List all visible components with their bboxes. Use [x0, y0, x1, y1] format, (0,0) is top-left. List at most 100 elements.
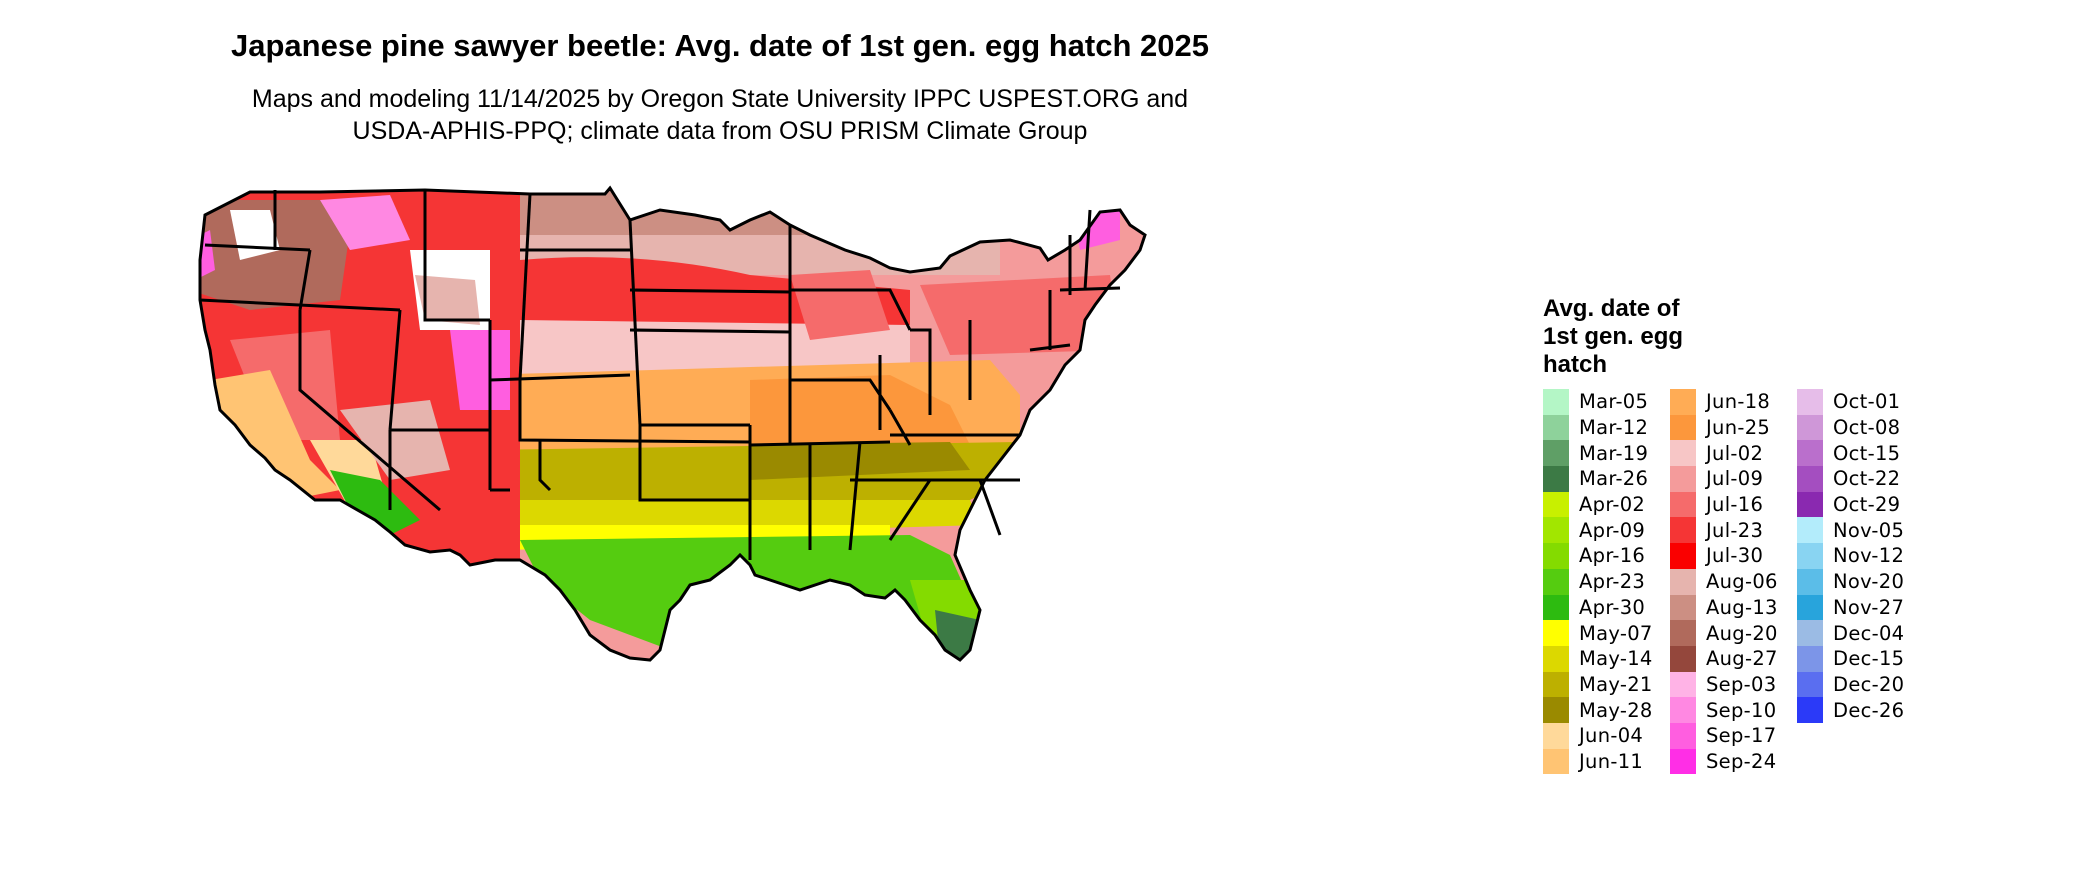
legend-swatch	[1797, 466, 1823, 492]
legend-item: May-07	[1543, 620, 1653, 646]
state-borders	[198, 185, 1147, 662]
legend-column: Jun-18 Jun-25 Jul-02 Jul-09 Jul-16 Jul-23 Jul-…	[1670, 389, 1778, 775]
legend-label: Jul-02	[1706, 441, 1764, 465]
legend-label: Sep-17	[1706, 724, 1777, 748]
legend-item: Sep-24	[1670, 748, 1778, 775]
legend-label: May-21	[1579, 672, 1653, 696]
legend-label: Jul-09	[1706, 467, 1764, 491]
legend-label: Aug-20	[1706, 621, 1778, 645]
legend-label: May-14	[1579, 647, 1653, 671]
legend-swatch	[1797, 671, 1823, 698]
legend-swatch	[1797, 543, 1823, 569]
legend-item: Mar-19	[1543, 440, 1653, 467]
legend-label: May-07	[1579, 621, 1653, 645]
legend-label: Mar-19	[1579, 441, 1649, 465]
legend-swatch	[1670, 748, 1696, 775]
legend-label: Dec-20	[1833, 672, 1905, 696]
legend-item: Mar-05	[1543, 389, 1653, 415]
legend-item: Apr-30	[1543, 594, 1653, 621]
legend-item: Oct-15	[1797, 440, 1904, 467]
legend-label: Oct-01	[1833, 390, 1901, 414]
legend-label: Apr-30	[1579, 595, 1646, 619]
legend-item: Mar-26	[1543, 466, 1653, 492]
legend-item: Sep-10	[1670, 697, 1778, 723]
legend-label: Sep-24	[1706, 749, 1777, 773]
legend-swatch	[1797, 440, 1823, 467]
legend-swatch	[1797, 645, 1823, 672]
legend-item: Jul-09	[1670, 466, 1778, 492]
legend-item: Oct-01	[1797, 389, 1904, 415]
legend-item: Dec-04	[1797, 620, 1904, 646]
legend-label: Dec-04	[1833, 621, 1905, 645]
legend-label: Jun-18	[1706, 390, 1771, 414]
legend-item: Nov-20	[1797, 568, 1904, 595]
legend-item: Oct-22	[1797, 466, 1904, 492]
legend-label: Aug-27	[1706, 647, 1778, 671]
legend-item: May-14	[1543, 645, 1653, 672]
legend-item: Jul-02	[1670, 440, 1778, 467]
legend-swatch	[1543, 748, 1569, 775]
legend-swatch	[1670, 722, 1696, 749]
legend-item: Nov-05	[1797, 517, 1905, 544]
legend-item: Oct-08	[1797, 414, 1904, 441]
legend-swatch	[1797, 414, 1823, 441]
legend-swatch	[1670, 620, 1696, 646]
legend-label: Nov-05	[1833, 518, 1905, 542]
legend-swatch	[1543, 645, 1569, 672]
legend-item: Sep-17	[1670, 722, 1778, 749]
legend-label: Sep-10	[1706, 698, 1777, 722]
legend-swatch	[1670, 671, 1696, 698]
legend-item: Jun-04	[1543, 722, 1653, 749]
legend-swatch	[1543, 389, 1569, 415]
legend-label: Jun-25	[1706, 416, 1771, 440]
legend-swatch	[1670, 543, 1696, 569]
legend-swatch	[1797, 568, 1823, 595]
legend-label: Jun-11	[1579, 749, 1644, 773]
legend-swatch	[1797, 517, 1823, 544]
legend-swatch	[1670, 568, 1696, 595]
legend-swatch	[1670, 466, 1696, 492]
legend-swatch	[1543, 568, 1569, 595]
legend-label: Oct-08	[1833, 416, 1901, 440]
legend-swatch	[1797, 620, 1823, 646]
legend-item: Aug-27	[1670, 645, 1778, 672]
legend-swatch	[1670, 697, 1696, 723]
legend-label: Nov-27	[1833, 595, 1905, 619]
legend-label: Apr-09	[1579, 518, 1646, 542]
legend-label: Mar-05	[1579, 390, 1649, 414]
legend-swatch	[1543, 671, 1569, 698]
legend-label: Jun-04	[1579, 724, 1644, 748]
legend-item: Apr-23	[1543, 568, 1653, 595]
legend-swatch	[1543, 414, 1569, 441]
legend-item: Mar-12	[1543, 414, 1653, 441]
legend-label: Apr-23	[1579, 570, 1646, 594]
legend-item: Jun-11	[1543, 748, 1653, 775]
legend-item: Jul-30	[1670, 543, 1778, 569]
legend-label: Nov-12	[1833, 544, 1905, 568]
legend-label: Dec-15	[1833, 647, 1905, 671]
legend-item: Jun-25	[1670, 414, 1778, 441]
legend-swatch	[1670, 414, 1696, 441]
legend-swatch	[1670, 491, 1696, 518]
legend-item: Jun-18	[1670, 389, 1778, 415]
legend-item: Dec-20	[1797, 671, 1905, 698]
legend-label: Oct-22	[1833, 467, 1901, 491]
legend-swatch	[1670, 645, 1696, 672]
legend-label: Jul-23	[1706, 518, 1764, 542]
legend-item: Dec-26	[1797, 697, 1904, 723]
legend-label: Apr-16	[1579, 544, 1646, 568]
map-title: Japanese pine sawyer beetle: Avg. date o…	[231, 28, 1209, 63]
legend-swatch	[1543, 594, 1569, 621]
legend-item: Apr-09	[1543, 517, 1653, 544]
map-subtitle-line-1: Maps and modeling 11/14/2025 by Oregon S…	[251, 85, 1189, 113]
legend-item: Dec-15	[1797, 645, 1905, 672]
legend-item: Oct-29	[1797, 491, 1904, 518]
legend-label: May-28	[1579, 698, 1653, 722]
legend-swatch	[1543, 440, 1569, 467]
legend-swatch	[1543, 517, 1569, 544]
legend-title: Avg. date of 1st gen. egg hatch	[1543, 295, 1684, 378]
legend-label: Mar-26	[1579, 467, 1649, 491]
legend-item: May-28	[1543, 697, 1653, 723]
map-subtitle-line-2: USDA-APHIS-PPQ; climate data from OSU PR…	[352, 117, 1088, 145]
legend-swatch	[1797, 389, 1823, 415]
